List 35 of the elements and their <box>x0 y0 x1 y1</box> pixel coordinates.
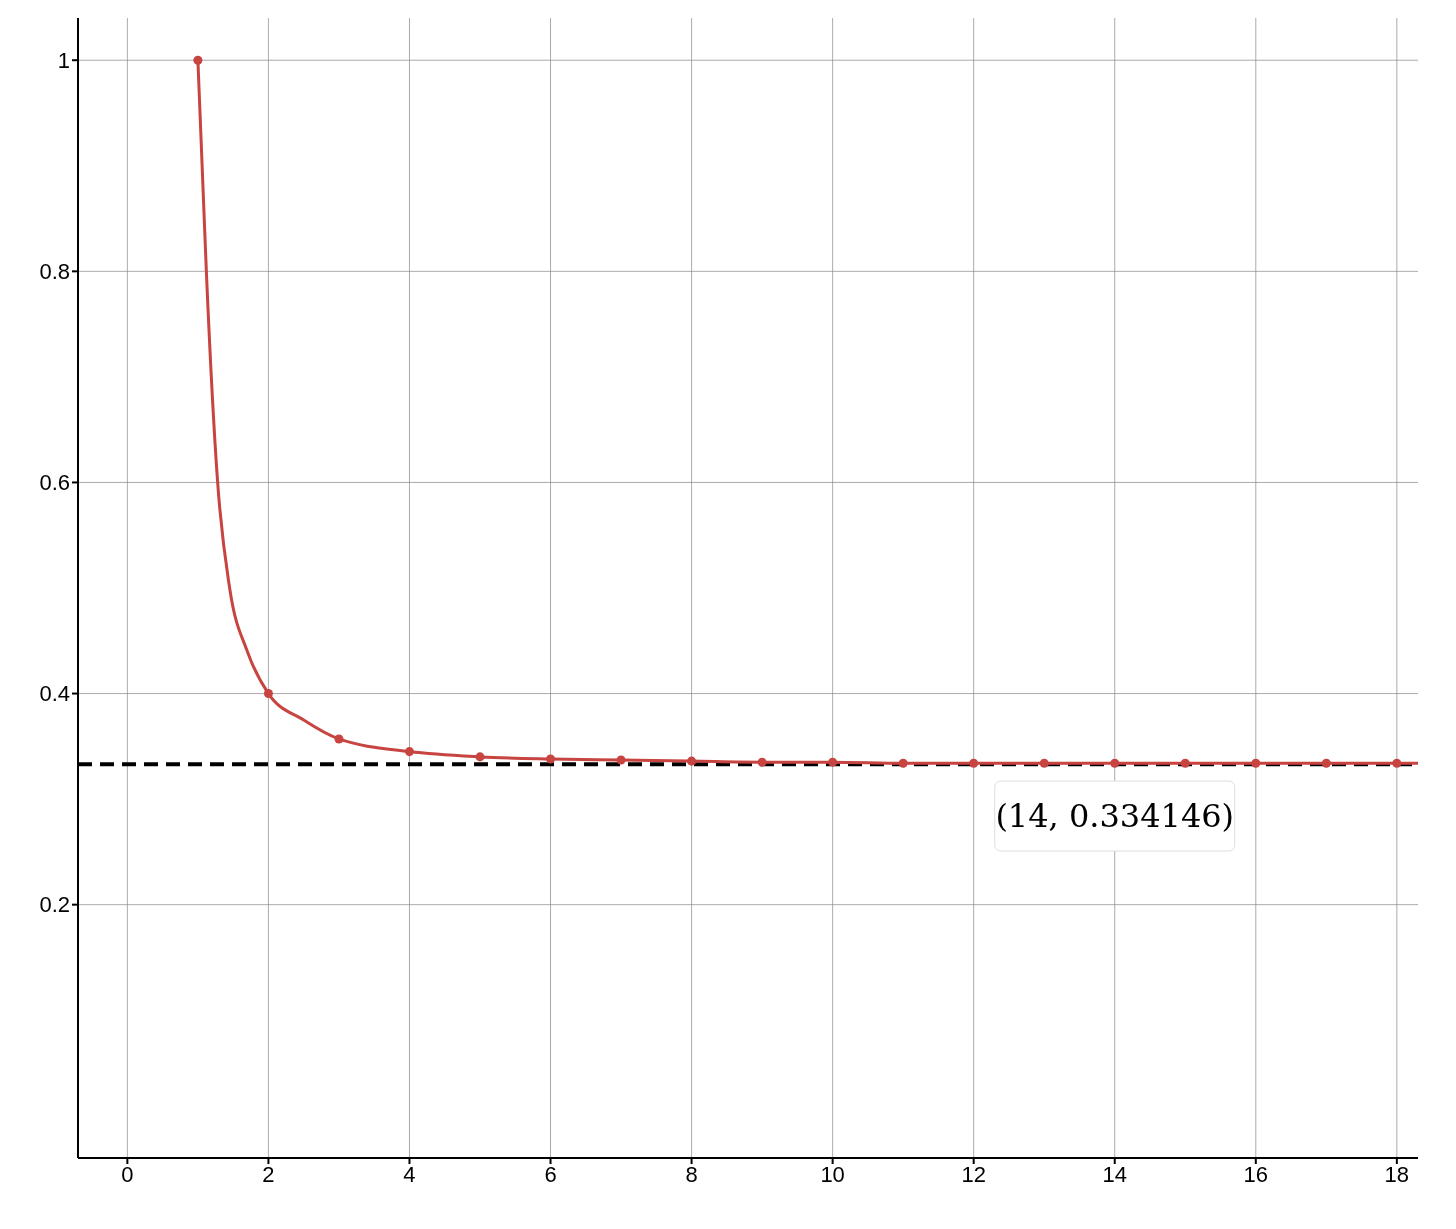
y-tick-label: 0.4 <box>39 681 70 707</box>
y-tick-label: 1 <box>57 48 70 74</box>
y-tick-label: 0.8 <box>39 259 70 285</box>
point <box>193 55 203 65</box>
y-tick-label: 0.6 <box>39 470 70 496</box>
point <box>263 689 273 699</box>
point <box>1251 758 1261 768</box>
point <box>334 734 344 744</box>
point <box>546 754 556 764</box>
point <box>828 757 838 767</box>
point <box>687 756 697 766</box>
x-tick-label: 18 <box>1384 1161 1410 1187</box>
point <box>898 758 908 768</box>
x-tick-label: 2 <box>262 1161 275 1187</box>
x-tick-label: 0 <box>121 1161 134 1187</box>
point <box>404 747 414 757</box>
x-tick-label: 10 <box>820 1161 845 1187</box>
annotation: (14, 0.334146) <box>995 797 1235 836</box>
point <box>1180 758 1190 768</box>
coordinate-label-box: (14, 0.334146) <box>994 780 1236 852</box>
x-tick-label: 6 <box>544 1161 557 1187</box>
y-tick-label: 0.2 <box>39 892 70 918</box>
point <box>1392 758 1402 768</box>
x-tick-label: 16 <box>1243 1161 1269 1187</box>
x-tick-label: 8 <box>685 1161 698 1187</box>
point <box>475 752 485 762</box>
point <box>1321 758 1331 768</box>
x-tick-label: 14 <box>1102 1161 1127 1187</box>
point <box>616 755 626 765</box>
point <box>1110 758 1120 768</box>
x-tick-label: 4 <box>403 1161 416 1187</box>
x-tick-label: 12 <box>961 1161 986 1187</box>
point <box>757 757 767 767</box>
point <box>969 758 979 768</box>
point <box>1039 758 1049 768</box>
